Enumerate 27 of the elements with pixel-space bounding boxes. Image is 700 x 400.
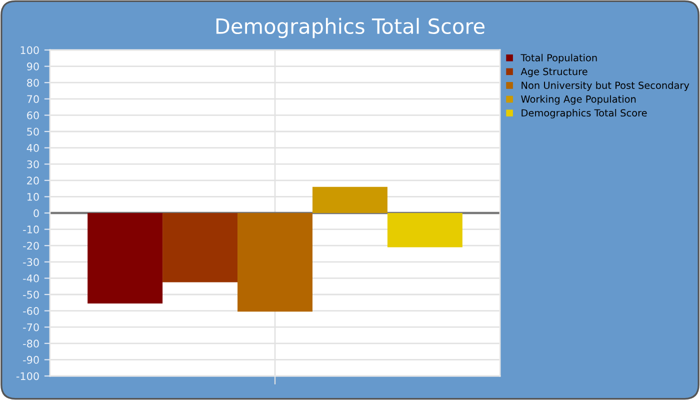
y-tick-label: 90 bbox=[26, 62, 39, 70]
y-tick-label: -90 bbox=[23, 356, 39, 364]
y-tick-label: -60 bbox=[23, 307, 39, 315]
legend-label: Working Age Population bbox=[521, 95, 636, 105]
y-tick-label: -30 bbox=[23, 258, 39, 266]
y-tick-label: 50 bbox=[27, 128, 39, 136]
y-tick-label: 100 bbox=[20, 46, 39, 54]
y-tick-label: -50 bbox=[23, 290, 39, 299]
y-tick-label: -70 bbox=[23, 323, 39, 332]
y-tick-label: 30 bbox=[27, 160, 39, 168]
legend-label: Demographics Total Score bbox=[522, 109, 647, 118]
legend-label: Age Structure bbox=[520, 68, 588, 78]
y-tick-label: 20 bbox=[27, 176, 39, 185]
y-tick-label: 60 bbox=[27, 111, 39, 120]
legend-label: Total Population bbox=[520, 54, 597, 64]
y-tick-label: -20 bbox=[23, 242, 39, 250]
y-tick-label: 70 bbox=[27, 95, 39, 104]
y-tick-label: -80 bbox=[23, 340, 39, 348]
chart-title: Demographics Total Score bbox=[216, 18, 484, 38]
y-tick-label: 10 bbox=[27, 192, 39, 201]
y-tick-label: -40 bbox=[23, 274, 39, 282]
y-tick-label: -10 bbox=[23, 226, 39, 234]
y-tick-label: -100 bbox=[16, 372, 39, 380]
y-tick-label: 0 bbox=[34, 209, 39, 218]
y-tick-label: 80 bbox=[27, 78, 39, 87]
legend-label: Non University but Post Secondary bbox=[522, 81, 690, 91]
y-tick-label: 40 bbox=[26, 144, 39, 152]
